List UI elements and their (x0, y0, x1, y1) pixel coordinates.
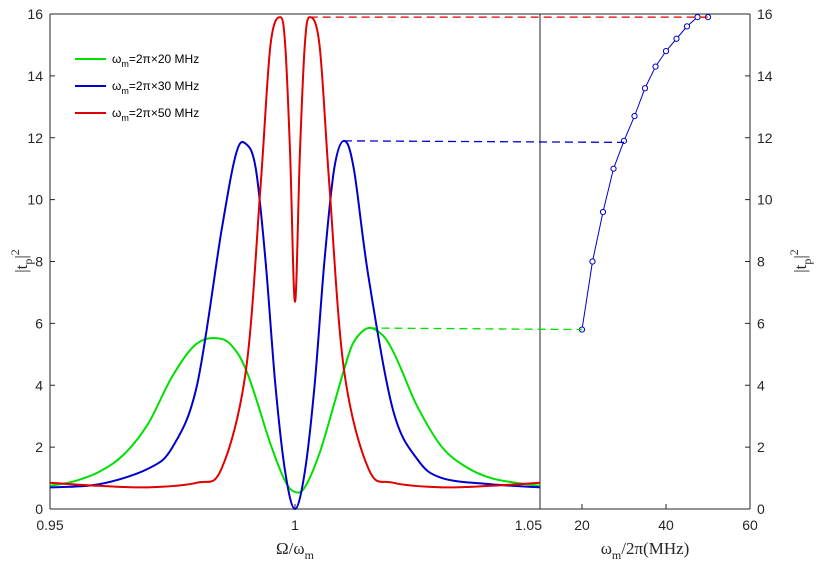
right-y-tick-label: 4 (757, 377, 765, 393)
left-axes: 0 2 4 6 8 10 12 14 16 0.95 1 1.05 (27, 6, 542, 533)
left-y-tick-label: 10 (27, 192, 43, 208)
legend-entry-20mhz: ωm=2π×20 MHz (75, 52, 199, 69)
left-y-tick-label: 0 (35, 501, 43, 517)
series-line-30mhz (49, 139, 541, 510)
peak-marker (599, 208, 607, 216)
right-x-tick-label: 20 (574, 517, 590, 533)
legend-label-20mhz: ωm=2π×20 MHz (112, 52, 199, 69)
left-y-tick-label: 12 (27, 130, 43, 146)
peak-marker (662, 48, 670, 55)
left-y-tick-label: 8 (35, 254, 43, 270)
right-y-tick-label: 8 (757, 254, 765, 270)
right-y-tick-label: 6 (757, 315, 765, 331)
right-axes: 0 2 4 6 8 10 12 14 16 20 40 60 (540, 6, 773, 533)
peak-marker (641, 85, 649, 92)
left-y-tick-label: 2 (35, 439, 43, 455)
left-plot-area (49, 16, 541, 510)
right-plot-area (578, 13, 712, 333)
left-y-axis-label: |tp|2 (8, 249, 35, 273)
left-x-axis-label: Ω/ωm (276, 539, 315, 562)
peak-marker (631, 112, 638, 120)
peak-marker (694, 13, 701, 21)
legend: ωm=2π×20 MHz ωm=2π×30 MHz ωm=2π×50 MHz (75, 52, 199, 123)
peak-marker (610, 165, 617, 172)
peak-marker (589, 258, 596, 265)
right-x-axis-label: ωm/2π(MHz) (601, 539, 690, 562)
legend-label-30mhz: ωm=2π×30 MHz (112, 79, 199, 96)
left-y-tick-label: 6 (35, 315, 43, 331)
legend-entry-30mhz: ωm=2π×30 MHz (75, 79, 199, 96)
right-x-tick-label: 40 (658, 517, 674, 533)
series-line-50mhz (49, 16, 541, 489)
legend-label-50mhz: ωm=2π×50 MHz (112, 106, 199, 123)
right-y-tick-label: 14 (757, 68, 773, 84)
dashed-connectors (309, 16, 708, 331)
series-line-20mhz (49, 326, 541, 494)
right-y-tick-label: 12 (757, 130, 773, 146)
right-axis-ticks: 0 2 4 6 8 10 12 14 16 20 40 60 (574, 6, 773, 533)
dashed-connector-20mhz (368, 327, 583, 331)
right-y-tick-label: 0 (757, 501, 765, 517)
left-x-tick-label: 1 (291, 517, 299, 533)
right-y-tick-label: 2 (757, 439, 765, 455)
right-x-tick-label: 60 (742, 517, 758, 533)
legend-entry-50mhz: ωm=2π×50 MHz (75, 106, 199, 123)
left-x-tick-label: 0.95 (36, 517, 63, 533)
right-y-axis-label: |tp|2 (787, 249, 814, 273)
left-y-tick-label: 16 (27, 6, 43, 22)
left-x-tick-label: 1.05 (515, 517, 542, 533)
right-y-tick-label: 10 (757, 192, 773, 208)
dashed-connector-30mhz (343, 140, 625, 144)
peak-marker (683, 23, 691, 30)
left-y-tick-label: 14 (27, 68, 43, 84)
peak-marker (673, 35, 680, 42)
left-y-tick-label: 4 (35, 377, 43, 393)
right-y-tick-label: 16 (757, 6, 773, 22)
peak-marker (652, 63, 659, 70)
left-axis-ticks: 0 2 4 6 8 10 12 14 16 0.95 1 1.05 (27, 6, 542, 533)
